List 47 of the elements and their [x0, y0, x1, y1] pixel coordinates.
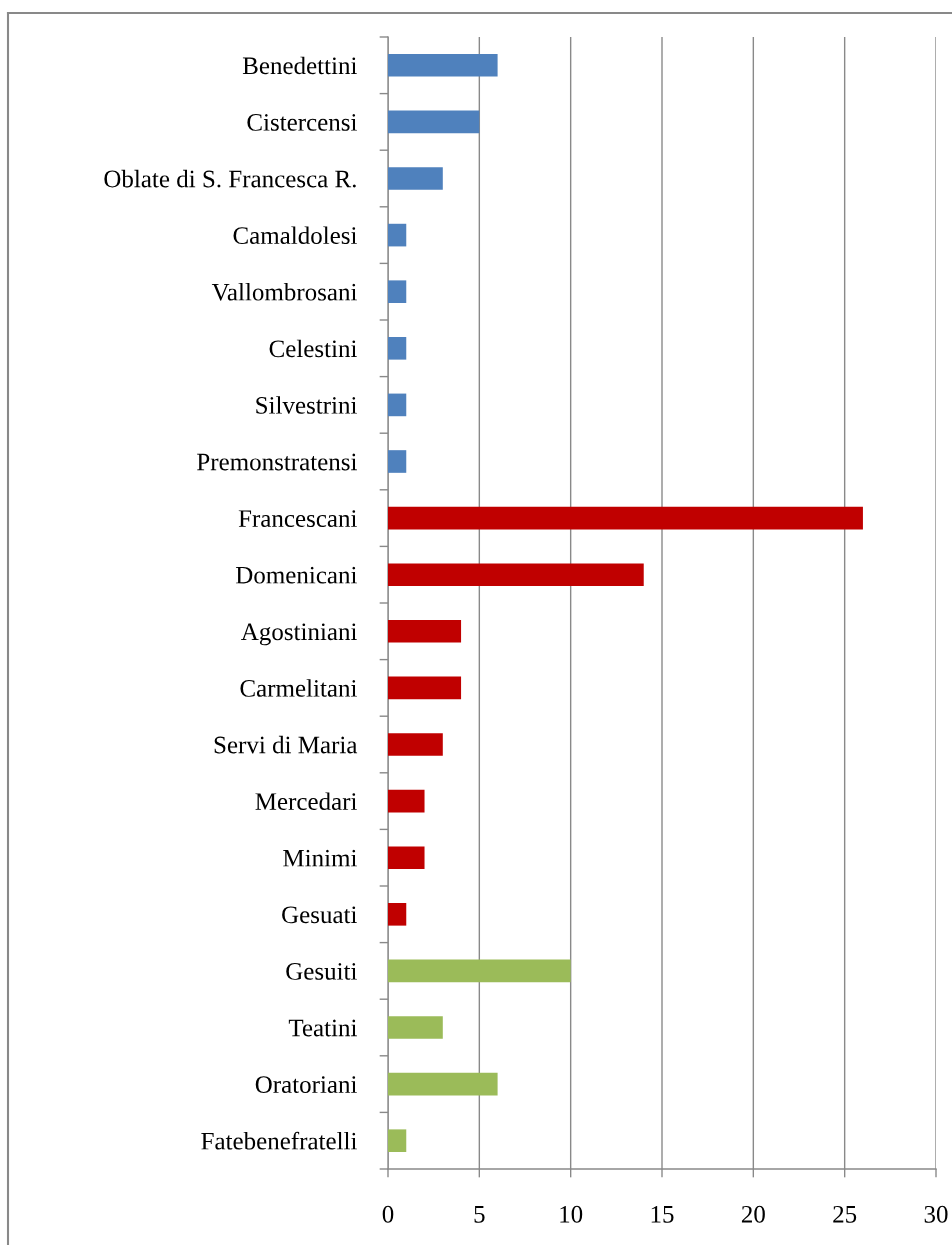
y-tick-label: Francescani: [238, 510, 357, 528]
y-tick-label: Premonstratensi: [197, 453, 357, 471]
bar: [388, 53, 498, 77]
bar: [388, 110, 480, 134]
x-tick-label: 15: [651, 1205, 674, 1223]
bar: [388, 733, 443, 756]
bar: [388, 506, 863, 530]
y-tick-label: Gesuati: [282, 906, 357, 924]
y-tick-label: Camaldolesi: [233, 226, 357, 245]
bar: [388, 789, 425, 813]
bar: [388, 563, 644, 587]
y-tick-label: Silvestrini: [256, 396, 357, 414]
y-tick-label: Agostiniani: [241, 623, 357, 646]
bar: [388, 676, 462, 700]
bar: [388, 1016, 443, 1039]
bar: [388, 336, 407, 360]
bar: [388, 1129, 407, 1153]
x-tick-label: 5: [474, 1206, 485, 1223]
x-tick-label: 25: [833, 1205, 857, 1223]
x-tick-label: 30: [924, 1205, 948, 1223]
y-tick-label: Minimi: [283, 849, 357, 867]
y-tick-label: Carmelitani: [240, 679, 357, 697]
bar: [388, 450, 407, 473]
bar: [388, 167, 443, 190]
bar: [388, 619, 462, 643]
y-tick-label: Mercedari: [255, 792, 357, 811]
y-tick-label: Oblate di S. Francesca R.: [104, 169, 356, 188]
y-tick-label: Domenicani: [235, 566, 357, 584]
bar: [388, 280, 407, 304]
bar: [388, 223, 407, 247]
x-tick-label: 0: [382, 1205, 394, 1223]
x-tick-label: 10: [560, 1205, 583, 1223]
y-tick-label: Oratoriani: [255, 1076, 357, 1094]
y-tick-label: Fatebenefratelli: [201, 1131, 357, 1150]
bar: [388, 959, 571, 983]
y-tick-label: Benedettini: [242, 56, 357, 75]
y-tick-label: Gesuiti: [286, 963, 357, 980]
y-tick-label: Vallombrosani: [211, 283, 357, 301]
x-tick-label: 20: [741, 1205, 765, 1223]
y-tick-label: Celestini: [269, 339, 357, 358]
y-tick-label: Teatini: [288, 1019, 357, 1037]
y-tick-label: Servi di Maria: [214, 735, 358, 754]
bar: [388, 846, 425, 870]
bar: [388, 1072, 498, 1096]
bar: [388, 902, 407, 926]
bar: [388, 393, 407, 417]
y-tick-label: Cistercensi: [247, 114, 357, 131]
